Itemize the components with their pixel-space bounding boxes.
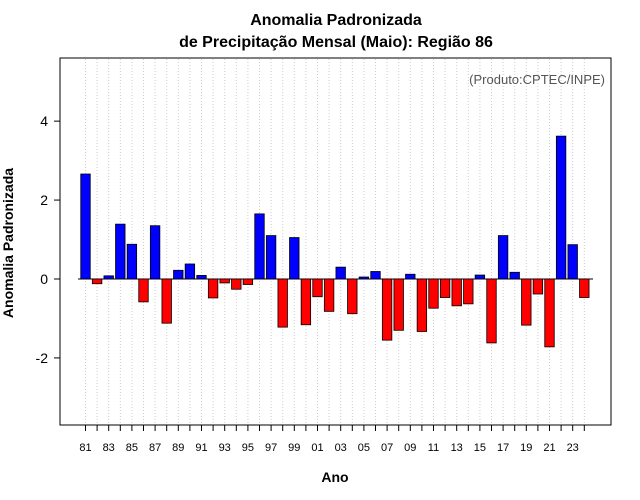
bar-18 [509, 271, 520, 280]
x-tick-label: 97 [265, 442, 277, 454]
x-tick-label: 11 [428, 442, 439, 454]
bar-19 [521, 278, 532, 326]
bar-85 [126, 243, 138, 280]
bar-05 [358, 276, 370, 280]
x-tick-label: 13 [451, 442, 463, 454]
x-axis-label: Ano [321, 469, 348, 485]
bar-86 [138, 278, 149, 303]
bar-10 [416, 278, 428, 332]
x-tick-label: 21 [543, 442, 555, 454]
bar-83 [103, 275, 114, 280]
grid-lines [85, 59, 585, 424]
y-axis-label: Anomalia Padronizada [0, 168, 16, 318]
chart-title: Anomalia Padronizada [250, 12, 422, 29]
y-tick-label: 0 [40, 271, 48, 287]
bar-97 [265, 235, 277, 280]
x-tick-label: 01 [311, 442, 323, 454]
bar-90 [184, 263, 196, 280]
bar-88 [161, 278, 172, 324]
x-tick-label: 23 [567, 442, 579, 454]
x-tick-label: 07 [381, 442, 393, 454]
x-tick-label: 91 [195, 442, 207, 454]
x-tick-label: 87 [149, 442, 161, 454]
x-tick-label: 93 [219, 442, 231, 454]
bar-92 [207, 278, 219, 299]
x-tick-label: 03 [335, 442, 347, 454]
x-tick-label: 83 [103, 442, 115, 454]
y-tick-label: 2 [40, 192, 48, 208]
x-tick-label: 85 [126, 442, 138, 454]
bar-06 [370, 271, 381, 280]
x-tick-label: 89 [172, 442, 184, 454]
x-axis: 81 83 85 87 89 91 93 95 97 99 01 03 05 07 09 11 13 15 17 19… [79, 425, 585, 454]
bar-17 [497, 235, 509, 280]
bar-96 [254, 213, 265, 280]
bar-95 [242, 278, 254, 285]
bar-13 [451, 278, 462, 307]
y-tick-label: -2 [36, 350, 49, 366]
chart-subtitle: de Precipitação Mensal (Maio): Região 86 [179, 34, 493, 51]
bar-91 [196, 275, 207, 280]
bar-12 [439, 278, 451, 298]
bars [80, 135, 590, 348]
bar-23 [567, 244, 578, 280]
bar-11 [428, 278, 439, 309]
bar-93 [219, 278, 230, 284]
x-tick-label: 15 [474, 442, 486, 454]
x-tick-label: 99 [288, 442, 300, 454]
bar-03 [335, 266, 346, 280]
y-tick-label: 4 [40, 113, 48, 129]
x-tick-label: 05 [358, 442, 370, 454]
bar-08 [393, 278, 404, 331]
bar-81 [80, 173, 91, 280]
bar-14 [463, 278, 474, 305]
bar-84 [115, 223, 126, 280]
bar-02 [323, 278, 335, 312]
bar-16 [486, 278, 497, 344]
bar-09 [405, 273, 416, 280]
bar-24 [579, 278, 590, 298]
bar-98 [277, 278, 288, 328]
bar-20 [532, 278, 544, 295]
x-tick-label: 19 [520, 442, 532, 454]
bar-04 [347, 278, 358, 315]
y-axis: -2 0 2 4 [36, 113, 60, 366]
x-tick-label: 17 [497, 442, 509, 454]
x-tick-label: 95 [242, 442, 254, 454]
bar-21 [544, 278, 555, 348]
x-tick-label: 09 [404, 442, 416, 454]
bar-99 [289, 237, 300, 280]
credit-label: (Produto:CPTEC/INPE) [469, 72, 605, 87]
bar-87 [149, 225, 161, 280]
bar-22 [555, 135, 567, 280]
bar-94 [231, 278, 242, 290]
bar-89 [173, 269, 184, 280]
bar-15 [474, 274, 486, 280]
bar-00 [300, 278, 312, 326]
bar-82 [91, 278, 103, 285]
bar-07 [381, 278, 393, 341]
plot-frame [59, 57, 612, 426]
bar-01 [312, 278, 323, 298]
x-tick-label: 81 [79, 442, 91, 454]
